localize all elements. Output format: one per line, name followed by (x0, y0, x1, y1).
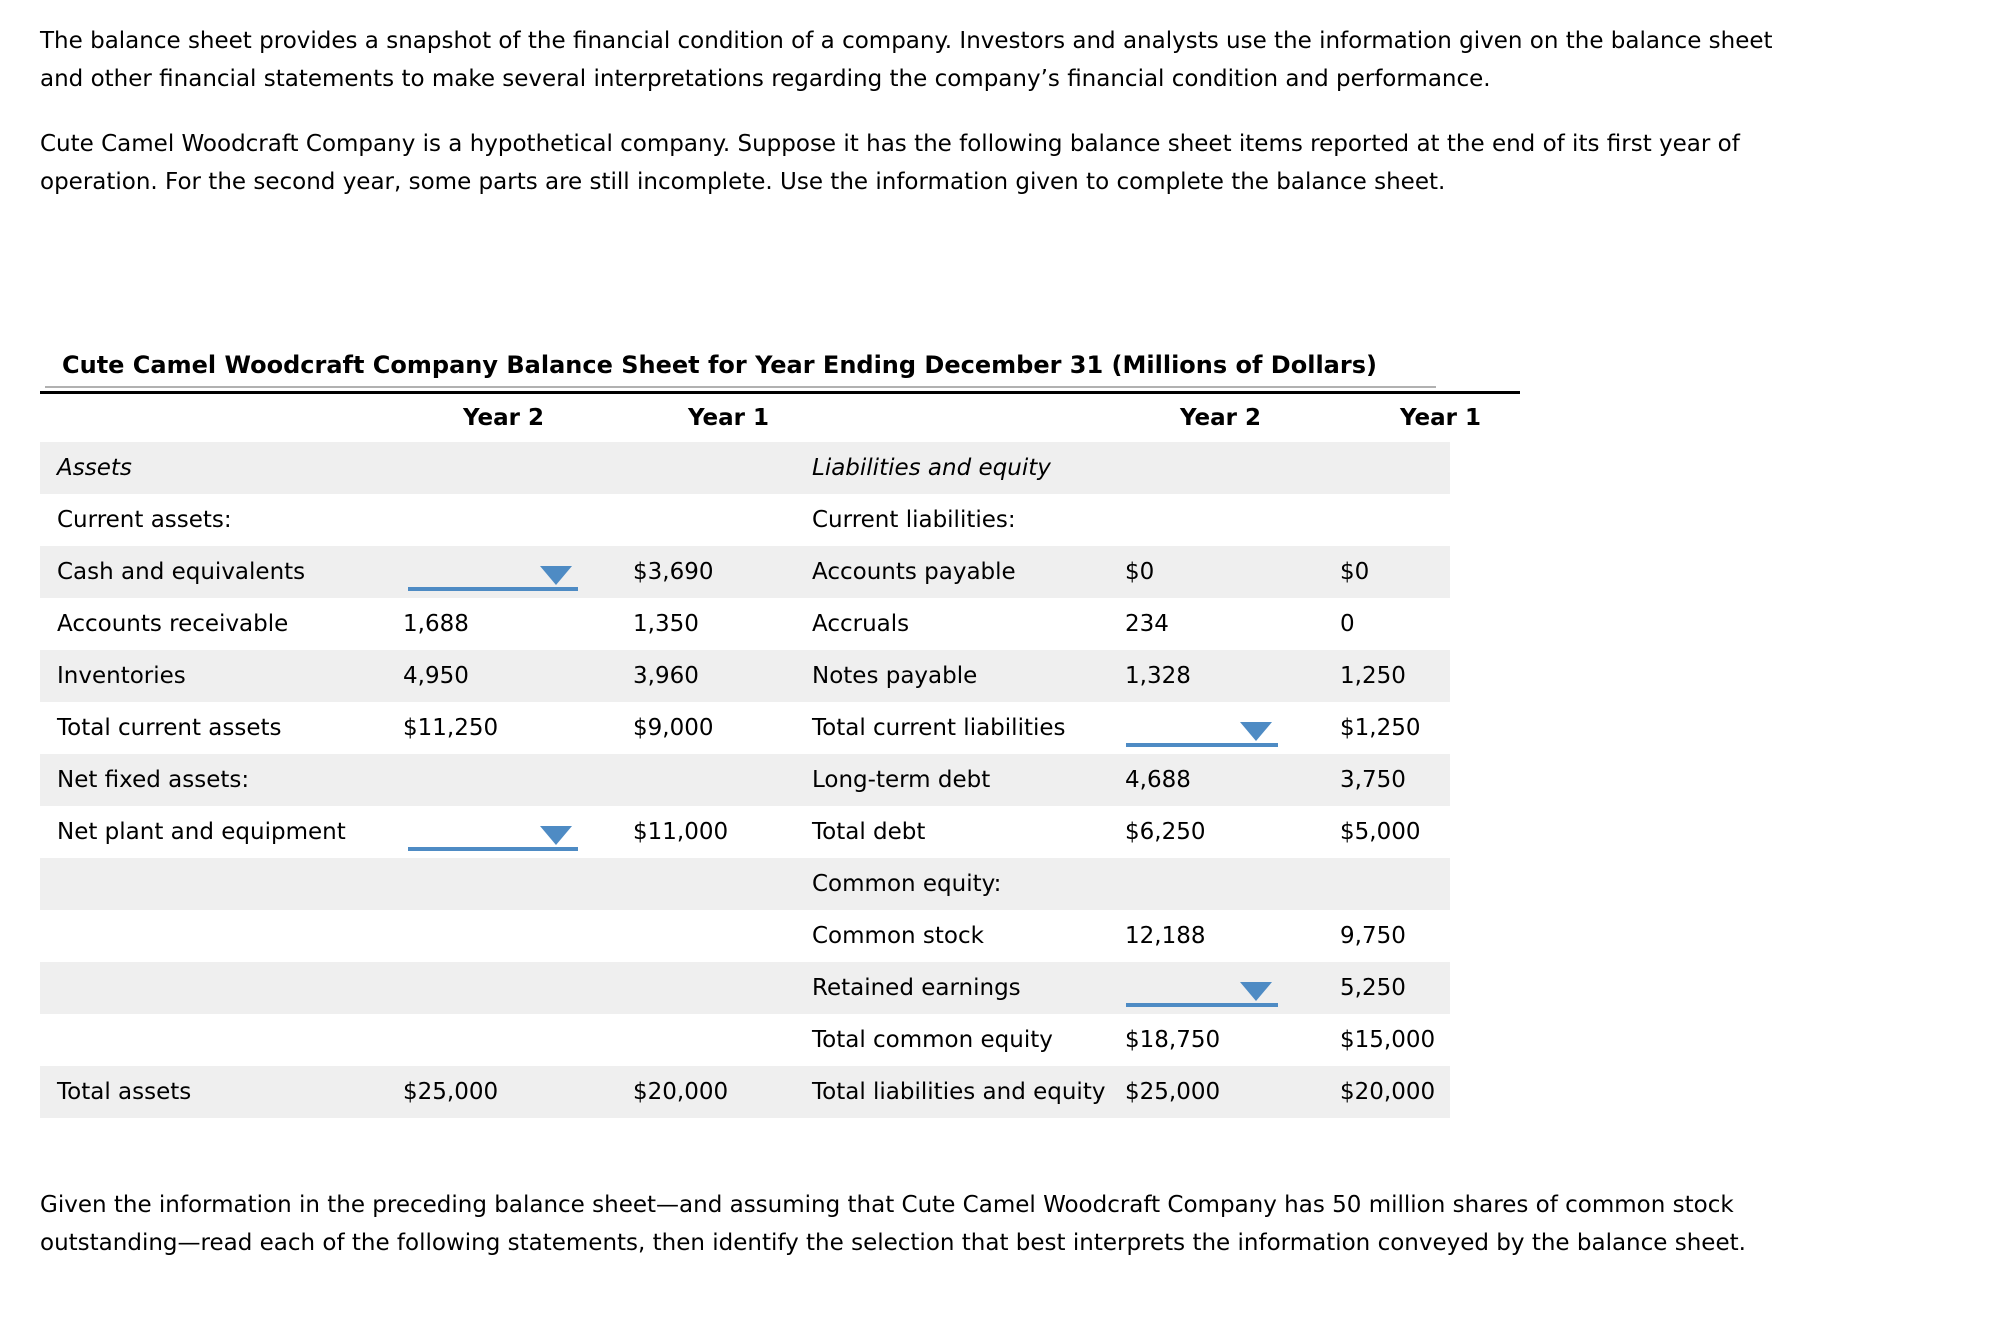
row-label: Total liabilities and equity (812, 1079, 1106, 1105)
intro-paragraph-1: The balance sheet provides a snapshot of… (40, 28, 1773, 92)
cell-year1-left: $11,000 (633, 819, 729, 845)
table-row: Assets Liabilities and equity (40, 442, 1450, 494)
row-label: Total current liabilities (812, 715, 1066, 741)
column-header-year2-right: Year 2 (1180, 405, 1262, 431)
row-label: Total assets (57, 1079, 192, 1105)
column-header-year2-left: Year 2 (463, 405, 545, 431)
table-row: Net fixed assets: Long-term debt 4,688 3,75… (40, 754, 1450, 806)
cell-year1-right: $0 (1340, 559, 1370, 585)
cell-year2-right: 4,688 (1125, 767, 1191, 793)
row-label: Accounts receivable (57, 611, 289, 637)
answer-dropdown[interactable] (1126, 722, 1278, 747)
cell-year1-left: 1,350 (633, 611, 699, 637)
cell-year1-right: $15,000 (1340, 1027, 1436, 1053)
intro-paragraph-2: Cute Camel Woodcraft Company is a hypoth… (40, 131, 1740, 195)
row-label: Inventories (57, 663, 186, 689)
cell-year2-left (403, 560, 633, 591)
cell-year2-right (1125, 716, 1340, 747)
section-label: Assets (57, 455, 132, 481)
cell-year1-left: $3,690 (633, 559, 714, 585)
balance-sheet: Cute Camel Woodcraft Company Balance She… (40, 351, 1520, 1118)
cell-year1-right: 0 (1340, 611, 1355, 637)
answer-dropdown[interactable] (408, 566, 578, 591)
row-label: Current assets: (57, 507, 232, 533)
table-row: Common stock 12,188 9,750 (40, 910, 1450, 962)
cell-year2-right: $0 (1125, 559, 1155, 585)
table-row: Total current assets $11,250 $9,000 Total c… (40, 702, 1450, 754)
chevron-down-icon (1240, 722, 1272, 741)
row-label: Net fixed assets: (57, 767, 250, 793)
row-label: Long-term debt (812, 767, 991, 793)
table-row: Inventories 4,950 3,960 Notes payable 1,328 1… (40, 650, 1450, 702)
row-label: Accounts payable (812, 559, 1016, 585)
cell-year1-right: $5,000 (1340, 819, 1421, 845)
cell-year2-right: $18,750 (1125, 1027, 1221, 1053)
table-row: Cash and equivalents $3,690 Accounts payab… (40, 546, 1450, 598)
cell-year1-right: $1,250 (1340, 715, 1421, 741)
cell-year1-left: $9,000 (633, 715, 714, 741)
column-header-year1-left: Year 1 (688, 405, 770, 431)
balance-sheet-title: Cute Camel Woodcraft Company Balance She… (45, 351, 1436, 388)
row-label: Total common equity (812, 1027, 1053, 1053)
page: The balance sheet provides a snapshot of… (0, 22, 1972, 1262)
row-label: Retained earnings (812, 975, 1021, 1001)
cell-year1-right: 1,250 (1340, 663, 1406, 689)
closing-paragraph: Given the information in the preceding b… (40, 1192, 1746, 1256)
chevron-down-icon (1240, 982, 1272, 1001)
cell-year2-left: 4,950 (403, 663, 469, 689)
cell-year2-right: $25,000 (1125, 1079, 1221, 1105)
cell-year1-left: $20,000 (633, 1079, 729, 1105)
cell-year2-left (403, 820, 633, 851)
row-label: Accruals (812, 611, 910, 637)
cell-year2-right: 12,188 (1125, 923, 1206, 949)
cell-year1-left: 3,960 (633, 663, 699, 689)
chevron-down-icon (540, 826, 572, 845)
cell-year1-right: $20,000 (1340, 1079, 1436, 1105)
column-header-row: Year 2 Year 1 Year 2 Year 1 (40, 394, 1482, 442)
cell-year2-right: $6,250 (1125, 819, 1206, 845)
answer-dropdown[interactable] (1126, 982, 1278, 1007)
balance-sheet-body: Assets Liabilities and equity Current asse… (40, 442, 1520, 1118)
table-row: Accounts receivable 1,688 1,350 Accruals 234… (40, 598, 1450, 650)
column-header-year1-right: Year 1 (1400, 405, 1482, 431)
table-row: Total common equity $18,750 $15,000 (40, 1014, 1450, 1066)
chevron-down-icon (540, 566, 572, 585)
table-row: Current assets: Current liabilities: (40, 494, 1450, 546)
row-label: Common stock (812, 923, 984, 949)
cell-year2-left: $11,250 (403, 715, 499, 741)
table-row: Total assets $25,000 $20,000 Total liabilit… (40, 1066, 1450, 1118)
section-label: Liabilities and equity (812, 455, 1051, 481)
balance-sheet-table: Year 2 Year 1 Year 2 Year 1 Assets Liabil… (40, 391, 1520, 1118)
cell-year2-right: 234 (1125, 611, 1169, 637)
cell-year1-right: 9,750 (1340, 923, 1406, 949)
cell-year2-right: 1,328 (1125, 663, 1191, 689)
row-label: Notes payable (812, 663, 978, 689)
answer-dropdown[interactable] (408, 826, 578, 851)
row-label: Cash and equivalents (57, 559, 306, 585)
table-row: Net plant and equipment $11,000 Total debt… (40, 806, 1450, 858)
row-label: Net plant and equipment (57, 819, 346, 845)
cell-year1-right: 5,250 (1340, 975, 1406, 1001)
cell-year2-right (1125, 976, 1340, 1007)
row-label: Total debt (812, 819, 926, 845)
cell-year2-left: $25,000 (403, 1079, 499, 1105)
cell-year2-left: 1,688 (403, 611, 469, 637)
row-label: Common equity: (812, 871, 1002, 897)
row-label: Total current assets (57, 715, 282, 741)
cell-year1-right: 3,750 (1340, 767, 1406, 793)
table-row: Retained earnings 5,250 (40, 962, 1450, 1014)
row-label: Current liabilities: (812, 507, 1016, 533)
table-row: Common equity: (40, 858, 1450, 910)
